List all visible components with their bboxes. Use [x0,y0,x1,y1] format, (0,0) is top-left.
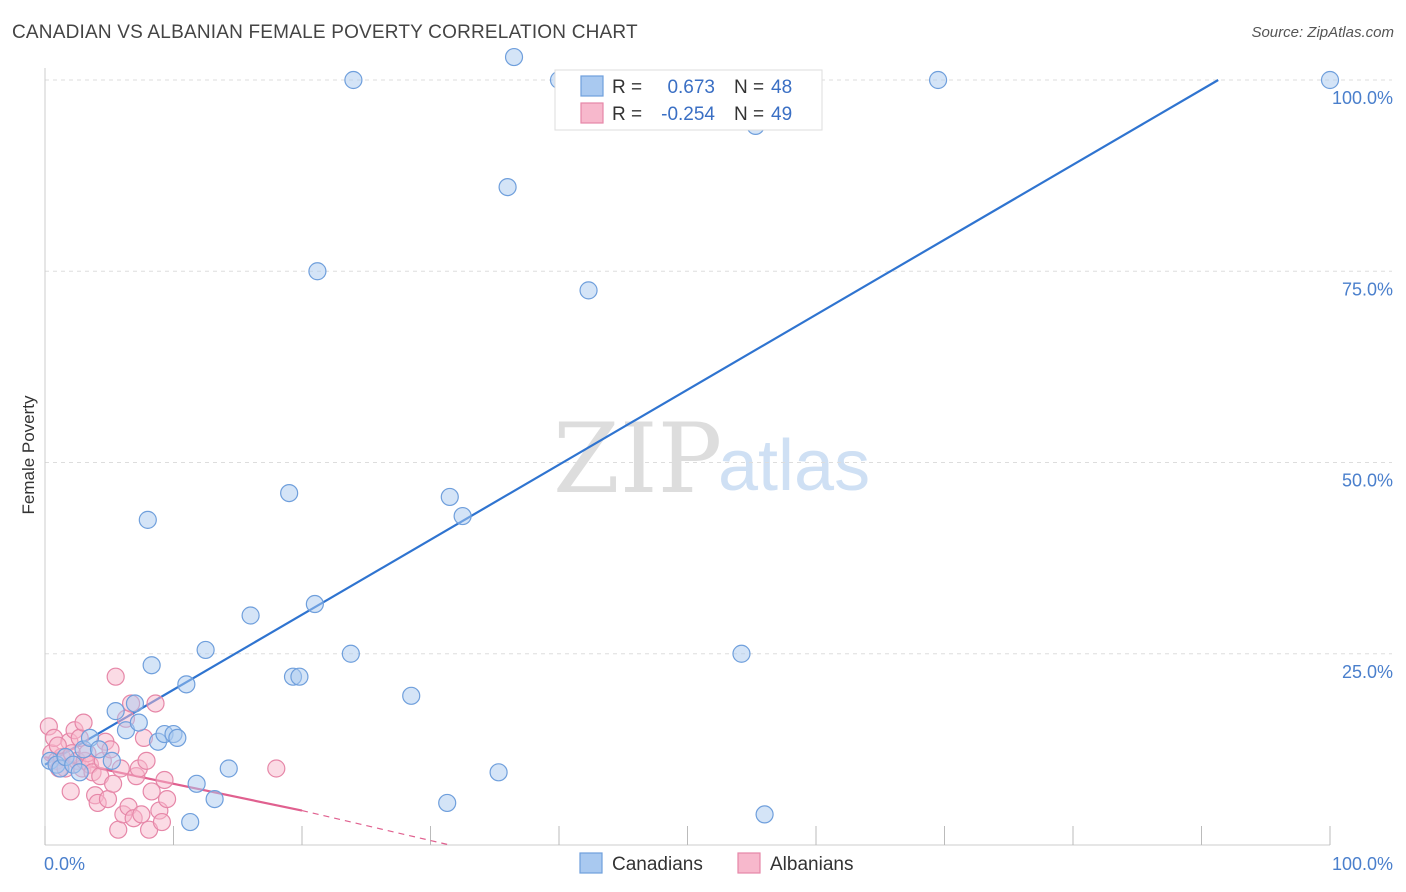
canadian-point [241,606,260,625]
stats-r-label-albanians: R = [612,104,642,125]
stats-r-label-canadians: R = [612,77,642,98]
axes-layer: 25.0% 50.0% 75.0% 100.0% 0.0% 100.0% [44,68,1393,874]
canadian-point [129,713,148,732]
canadian-point [142,656,161,675]
canadian-point [196,640,215,660]
albanian-point [61,782,80,801]
canadian-point [106,702,125,721]
y-tick-label: 50.0% [1342,471,1393,491]
chart-source: Source: ZipAtlas.com [1251,24,1394,41]
stats-swatch-canadians [580,75,604,97]
canadian-point [344,70,363,90]
canadian-point [187,774,206,793]
albanian-point [155,770,174,790]
canadian-point [138,510,157,529]
points-layer [39,47,1340,839]
canadian-point [290,667,309,686]
canadian-point [308,262,327,281]
albanian-point [146,694,165,713]
grid-layer [45,79,1392,655]
canadian-point [219,759,238,778]
stats-r-value-canadians: 0.673 [667,77,715,98]
legend-swatch-canadians [579,852,603,874]
stats-box: R = 0.673 N = 48 R = -0.254 N = 49 [554,69,823,131]
y-tick-label: 25.0% [1342,662,1393,682]
canadian-point [280,484,299,503]
legend-swatch-albanians [737,852,761,874]
canadian-point [305,594,324,614]
legend: Canadians Albanians [579,852,853,875]
canadian-point [168,728,187,748]
canadian-point [732,644,751,663]
canadian-point [438,793,457,813]
albanian-point [267,759,286,778]
watermark-atlas: atlas [718,426,870,506]
stats-n-label-canadians: N = [734,77,764,98]
albanian-point [98,789,118,809]
albanian-point [106,667,125,686]
albanian-point [142,782,161,801]
stats-n-value-canadians: 48 [771,77,792,98]
canadian-point [498,178,517,197]
canadian-point [755,805,774,824]
canadian-point [928,70,948,90]
stats-r-value-albanians: -0.254 [661,104,715,125]
canadian-point [177,675,196,694]
y-axis-title: Female Poverty [19,395,38,515]
chart-title: CANADIAN VS ALBANIAN FEMALE POVERTY CORR… [12,22,638,43]
legend-label-canadians: Canadians [612,854,703,875]
canadian-point [205,789,224,809]
canadian-point [579,281,598,300]
stats-n-label-albanians: N = [734,104,764,125]
albanian-point [104,774,123,793]
canadian-point [1320,70,1340,90]
x-tick-label: 100.0% [1332,854,1393,874]
canadian-point [402,686,421,705]
albanian-point [109,820,128,839]
canadian-point [89,740,109,759]
canadian-point [70,763,89,782]
stats-swatch-albanians [580,102,604,124]
y-tick-label: 100.0% [1332,88,1393,108]
canadian-point [102,751,121,770]
albanian-point [137,751,156,770]
albanian-point [132,805,151,824]
canadian-point [341,644,360,663]
legend-label-albanians: Albanians [770,854,853,875]
trend-line-albanians [301,809,450,846]
canadian-point [125,694,145,713]
albanian-point [152,812,172,832]
x-tick-label: 0.0% [44,854,85,874]
stats-n-value-albanians: 49 [771,104,792,125]
canadian-point [440,487,459,507]
canadian-point [489,763,508,782]
canadian-point [453,506,472,526]
trend-line-canadians [44,79,1219,766]
canadian-point [181,812,200,832]
albanian-point [157,789,177,809]
watermark-zip: ZIP [553,403,722,515]
canadian-point [504,47,524,67]
albanian-point [74,713,93,732]
y-tick-label: 75.0% [1342,279,1393,299]
